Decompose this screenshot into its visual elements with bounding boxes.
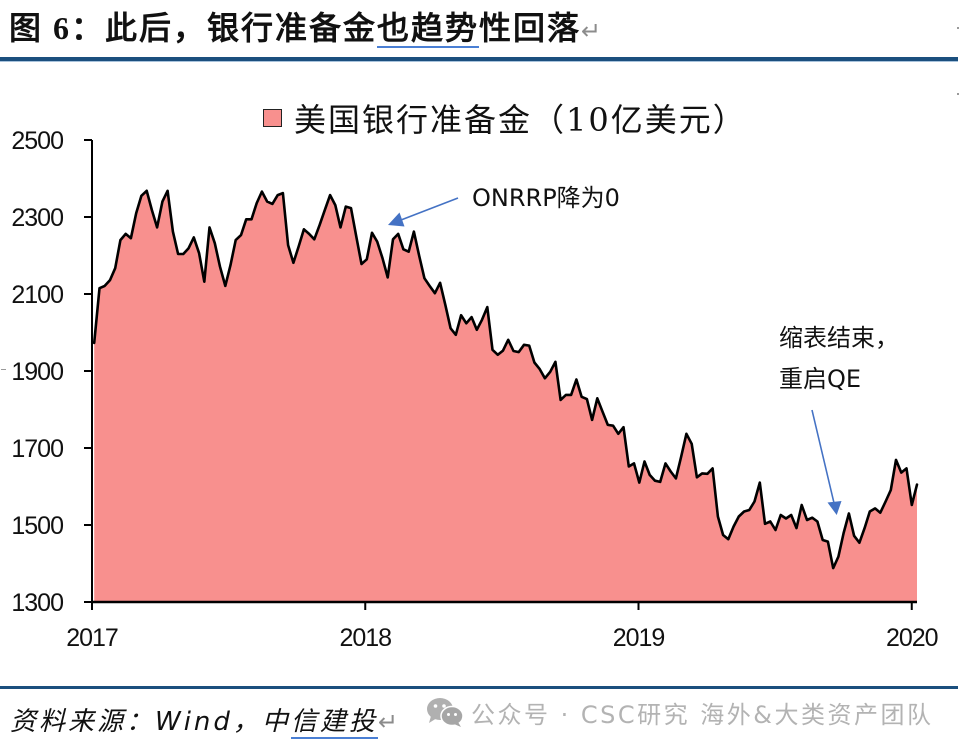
y-tick-label: 1900 [11,358,63,386]
figure-title-text: 图 6：此后，银行准备金 [9,10,378,46]
source-note: 资料来源：Wind，中信建投↵ [10,704,398,740]
figure-title-underlined-text: 也趋势 [377,10,480,48]
annotation-onrrp: ONRRP降为0 [472,184,620,212]
y-tick-label: 1300 [11,589,63,617]
watermark-text: 公众号 · CSC研究 海外&大类资产团队 [471,700,934,729]
source-text: 资料来源：Wind，中 [10,707,291,737]
x-tick-label: 2019 [613,624,665,652]
paragraph-return-icon: ↵ [377,708,399,736]
watermark: 公众号 · CSC研究 海外&大类资产团队 [425,694,933,730]
y-tick-label: 1700 [11,435,63,463]
arrow-head-icon [388,212,405,227]
paragraph-return-icon: ↵ [581,17,602,45]
source-underlined-text: 信建投 [290,707,378,739]
anchor-mark [1,369,6,370]
y-tick-label: 2500 [11,127,63,155]
figure-title-text-end: 性回落 [479,10,582,46]
arrow-line [811,409,835,504]
chart-legend: 美国银行准备金（10亿美元） [263,98,747,139]
y-axis: 1300 1500 1700 1900 2100 2300 2500 [11,127,93,617]
series-area-fill [94,190,917,603]
anchor-mark [957,93,959,95]
x-axis: 2017 2018 2019 2020 [66,600,939,652]
x-tick-label: 2018 [339,624,391,652]
anchor-mark [957,27,959,29]
figure-title: 图 6：此后，银行准备金也趋势性回落↵ [9,6,601,53]
annotation-arrow-qe [811,409,842,515]
annotation-qe-line-2: 重启QE [779,365,862,393]
arrow-line [400,197,459,221]
y-tick-label: 2300 [11,204,63,232]
x-tick-label: 2020 [886,624,938,652]
wechat-icon [427,698,464,727]
series-line [92,189,919,570]
arrow-head-icon [827,501,842,515]
title-divider [0,57,958,61]
annotation-arrow-onrrp [388,197,459,227]
x-tick-label: 2017 [66,624,118,652]
legend-swatch [263,109,282,127]
y-tick-label: 2100 [11,281,63,309]
y-tick-label: 1500 [11,512,63,540]
annotation-qe-line-1: 缩表结束， [779,324,899,352]
legend-label: 美国银行准备金（10亿美元） [294,101,747,139]
title-divider-shadow [0,61,958,62]
source-divider [0,686,958,689]
annotation-qe: 缩表结束， 重启QE [779,318,899,400]
